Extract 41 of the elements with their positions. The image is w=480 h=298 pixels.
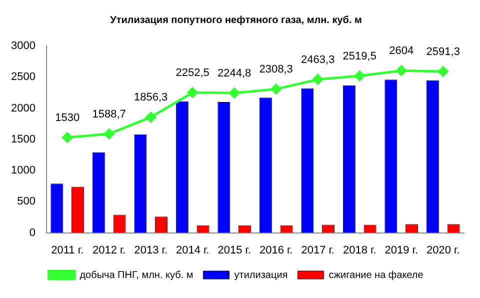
data-label: 2463,3 bbox=[301, 54, 335, 66]
legend-label: сжигание на факеле bbox=[328, 270, 424, 281]
x-tick-label: 2020 г. bbox=[426, 244, 460, 256]
y-tick-label: 2500 bbox=[10, 71, 36, 84]
data-label: 2308,3 bbox=[259, 64, 293, 76]
data-label: 2604 bbox=[389, 45, 414, 58]
data-label: 2244,8 bbox=[218, 68, 252, 80]
point bbox=[396, 65, 407, 76]
x-tick-label: 2014 г. bbox=[176, 244, 210, 256]
x-tick-label: 2012 г. bbox=[92, 244, 126, 256]
point bbox=[146, 112, 156, 122]
data-label: 2252,5 bbox=[176, 67, 210, 80]
x-tick-label: 2015 г. bbox=[218, 244, 251, 256]
y-tick-label: 3000 bbox=[10, 40, 36, 52]
x-tick-label: 2013 г. bbox=[134, 244, 168, 256]
x-tick-label: 2017 г. bbox=[301, 244, 334, 256]
legend-label: добыча ПНГ, млн. куб. м bbox=[80, 270, 194, 281]
y-tick-label: 0 bbox=[29, 226, 36, 239]
data-label: 1588,7 bbox=[92, 108, 126, 120]
x-tick-label: 2016 г. bbox=[259, 244, 293, 256]
point bbox=[438, 66, 448, 77]
chart-title: Утилизация попутного нефтяного газа, млн. куб. м bbox=[110, 14, 362, 26]
data-label: 2519,5 bbox=[342, 50, 376, 62]
y-tick-label: 1000 bbox=[10, 164, 36, 177]
point bbox=[62, 132, 73, 143]
data-label: 1530 bbox=[55, 112, 80, 124]
point bbox=[187, 87, 198, 98]
legend-label: утилизация bbox=[234, 270, 288, 281]
x-tick-label: 2019 г. bbox=[384, 244, 418, 256]
y-tick-label: 1500 bbox=[10, 133, 36, 146]
x-tick-label: 2018 г. bbox=[342, 244, 376, 256]
point bbox=[229, 88, 240, 98]
data-label: 1856,3 bbox=[134, 92, 168, 104]
x-tick-label: 2011 г. bbox=[51, 244, 84, 256]
point bbox=[104, 128, 114, 140]
y-tick-label: 2000 bbox=[10, 102, 36, 114]
data-label: 2591,3 bbox=[426, 46, 460, 58]
point bbox=[270, 84, 282, 94]
point bbox=[354, 70, 365, 82]
y-tick-label: 500 bbox=[17, 196, 36, 208]
point bbox=[312, 74, 324, 85]
